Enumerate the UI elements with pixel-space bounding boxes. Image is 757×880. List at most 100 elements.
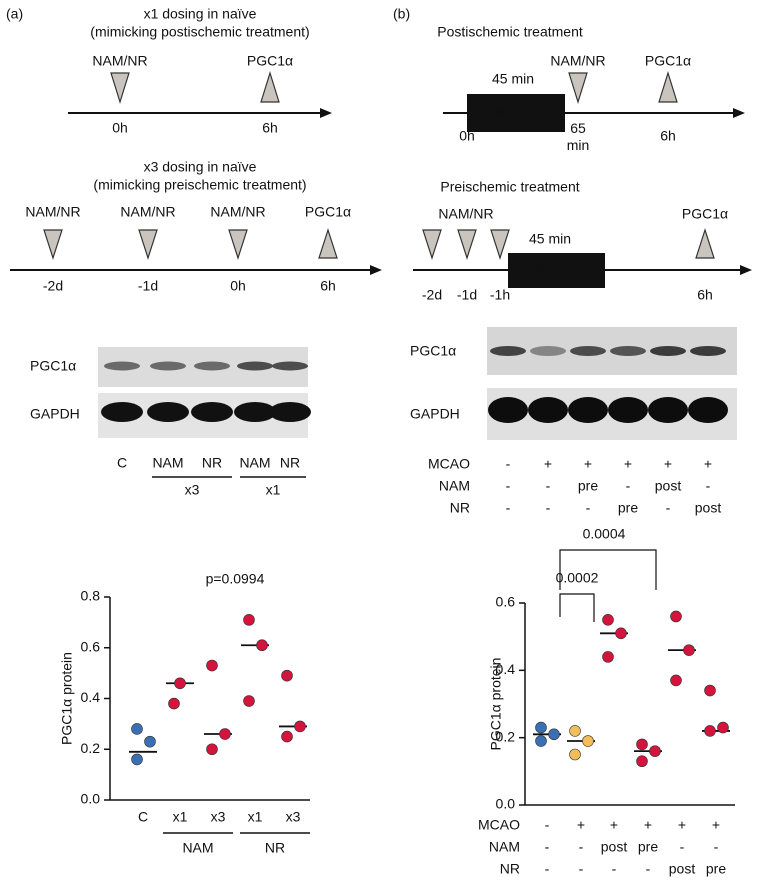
blot-band: [568, 397, 608, 423]
x-tick-label: x1: [173, 809, 188, 825]
blot-band: [101, 402, 143, 422]
condition-value: -: [506, 500, 511, 516]
data-point: [636, 738, 648, 751]
lane-label: NR: [202, 455, 222, 471]
timeline-subtitle: (mimicking preischemic treatment): [93, 177, 306, 193]
condition-value: -: [546, 478, 551, 494]
duration-label: 45 min: [529, 231, 571, 247]
data-point: [294, 720, 306, 733]
x-row-value: -: [545, 861, 550, 877]
blot-band: [104, 361, 140, 371]
blot-band: [530, 346, 566, 356]
marker-triangle: [658, 70, 678, 103]
marker-label: NAM/NR: [25, 204, 80, 220]
x-tick-label: x3: [211, 809, 226, 825]
data-point: [602, 614, 614, 626]
y-tick-label: 0.0: [496, 796, 516, 812]
p-value: 0.0002: [556, 570, 599, 586]
data-point: [174, 677, 186, 690]
lane-label: NAM: [152, 455, 183, 471]
marker-triangle: [695, 228, 715, 259]
timeline-tick: -2d: [43, 278, 63, 294]
x-tick-label: x3: [286, 809, 301, 825]
marker-label: NAM/NR: [120, 204, 175, 220]
y-axis-label: PGC1α protein: [59, 652, 75, 745]
marker-triangle: [457, 229, 477, 260]
data-point: [219, 728, 231, 740]
y-tick-label: 0.6: [81, 638, 101, 654]
marker-triangle: [318, 228, 338, 259]
blot-band: [608, 397, 648, 423]
data-point: [670, 610, 682, 623]
condition-value: post: [655, 478, 682, 494]
marker-triangle: [138, 229, 158, 260]
data-point: [206, 659, 218, 672]
condition-value: +: [544, 456, 552, 472]
y-axis-label: PGC1α protein: [488, 658, 504, 751]
data-point: [569, 748, 581, 761]
x-row-value: -: [579, 839, 584, 855]
marker-label: NAM/NR: [438, 206, 493, 222]
arrow-head: [320, 108, 332, 118]
data-point: [615, 627, 627, 640]
data-point: [670, 674, 682, 687]
x-row-value: post: [601, 839, 628, 855]
marker-triangle: [228, 229, 248, 260]
blot-band: [194, 361, 230, 371]
condition-label: NR: [450, 500, 470, 516]
condition-value: +: [624, 456, 632, 472]
condition-value: -: [626, 478, 631, 494]
blot-row-label: GAPDH: [410, 406, 460, 422]
data-point: [131, 723, 143, 735]
data-point: [206, 743, 218, 756]
timeline-tick: 6h: [320, 278, 336, 294]
lane-label: C: [117, 455, 127, 471]
mcao-label: MCAO: [535, 261, 577, 277]
x-row-value: +: [644, 817, 652, 833]
data-point: [168, 697, 180, 710]
y-tick-label: 0.2: [496, 728, 516, 744]
data-point: [131, 753, 143, 766]
blot-band: [488, 397, 528, 423]
condition-value: +: [584, 456, 592, 472]
blot-band: [269, 402, 311, 422]
marker-triangle: [490, 229, 510, 260]
x-row-value: +: [610, 817, 618, 833]
timeline-tick: 0h: [112, 120, 128, 136]
blot-band: [570, 346, 606, 356]
marker-triangle: [260, 70, 280, 103]
condition-value: post: [695, 500, 722, 516]
x-row-label: MCAO: [478, 817, 520, 833]
data-point: [256, 639, 268, 652]
group-label: x3: [185, 482, 200, 498]
timeline-title: x1 dosing in naïve: [144, 6, 257, 22]
timeline-title: x3 dosing in naïve: [144, 159, 257, 175]
blot-band: [237, 361, 273, 371]
blot-band: [690, 346, 726, 356]
x-row-label: NAM: [489, 839, 520, 855]
blot-row-label: GAPDH: [30, 406, 80, 422]
timeline-subtitle: (mimicking postischemic treatment): [90, 24, 309, 40]
x-row-value: pre: [706, 861, 726, 877]
data-point: [535, 721, 547, 734]
timeline-title: Postischemic treatment: [437, 24, 583, 40]
data-point: [582, 735, 594, 747]
mcao-box: [508, 253, 605, 288]
y-tick-label: 0.4: [496, 661, 516, 677]
x-tick-label: x1: [248, 809, 263, 825]
timeline-tick: 0h: [459, 128, 475, 144]
data-point: [649, 745, 661, 757]
timeline-tick: 6h: [697, 287, 713, 303]
data-point: [636, 755, 648, 768]
data-point: [704, 725, 716, 737]
blot-row-label: PGC1α: [30, 358, 76, 374]
timeline-tick: 65 min: [567, 120, 590, 153]
x-row-value: +: [712, 817, 720, 833]
condition-label: MCAO: [428, 456, 470, 472]
timeline-tick: 6h: [660, 128, 676, 144]
timeline-tick: -1d: [457, 287, 477, 303]
x-row-label: NR: [500, 861, 520, 877]
marker-label: NAM/NR: [92, 53, 147, 69]
